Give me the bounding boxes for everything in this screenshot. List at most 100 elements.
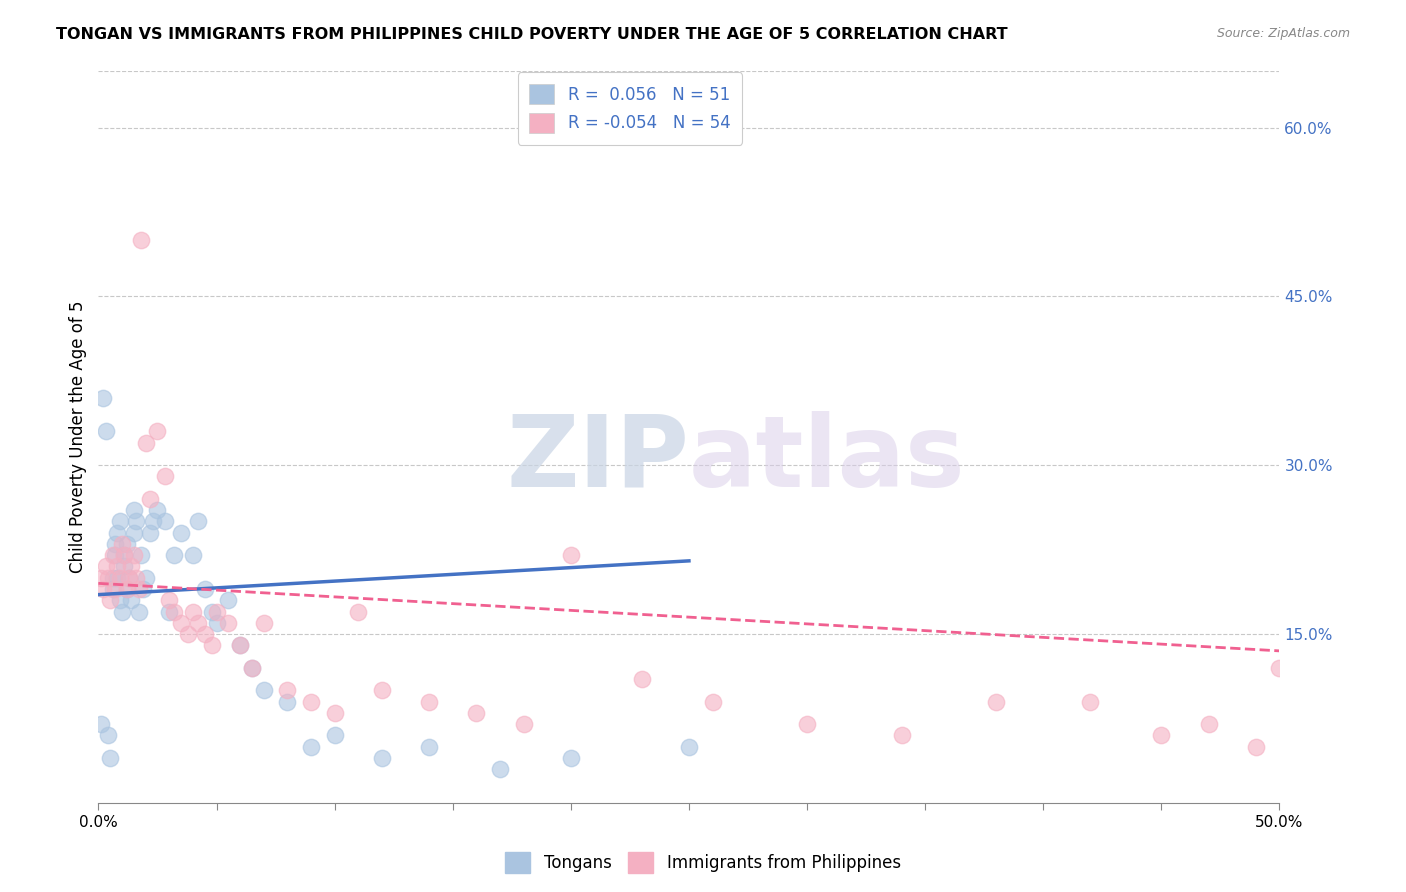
Point — [98, 751, 121, 765]
Point — [122, 548, 145, 562]
Text: Source: ZipAtlas.com: Source: ZipAtlas.com — [1216, 27, 1350, 40]
Point — [560, 751, 582, 765]
Point — [1150, 728, 1173, 742]
Point — [111, 605, 134, 619]
Point — [90, 571, 112, 585]
Point — [201, 638, 224, 652]
Point — [128, 605, 150, 619]
Point — [181, 548, 204, 562]
Point — [105, 525, 128, 540]
Point — [276, 694, 298, 708]
Point — [984, 694, 1007, 708]
Point — [253, 615, 276, 630]
Point — [217, 593, 239, 607]
Point — [630, 672, 652, 686]
Point — [91, 391, 114, 405]
Point — [115, 582, 138, 596]
Point — [299, 694, 322, 708]
Point — [796, 717, 818, 731]
Point — [323, 728, 346, 742]
Point — [115, 582, 138, 596]
Text: TONGAN VS IMMIGRANTS FROM PHILIPPINES CHILD POVERTY UNDER THE AGE OF 5 CORRELATI: TONGAN VS IMMIGRANTS FROM PHILIPPINES CH… — [56, 27, 1008, 42]
Point — [129, 548, 152, 562]
Point — [347, 605, 370, 619]
Point — [253, 683, 276, 698]
Point — [170, 525, 193, 540]
Point — [276, 683, 298, 698]
Point — [108, 515, 131, 529]
Point — [139, 491, 162, 506]
Point — [98, 593, 121, 607]
Point — [1244, 739, 1267, 754]
Point — [104, 582, 127, 596]
Point — [142, 515, 165, 529]
Point — [153, 469, 176, 483]
Point — [94, 425, 117, 439]
Point — [187, 515, 209, 529]
Point — [1268, 661, 1291, 675]
Text: ZIP: ZIP — [506, 410, 689, 508]
Point — [371, 683, 394, 698]
Point — [229, 638, 252, 652]
Point — [139, 525, 162, 540]
Point — [163, 605, 186, 619]
Point — [135, 435, 157, 450]
Point — [201, 605, 224, 619]
Point — [101, 548, 124, 562]
Point — [105, 559, 128, 574]
Point — [129, 233, 152, 247]
Point — [118, 571, 141, 585]
Point — [112, 548, 135, 562]
Point — [108, 571, 131, 585]
Point — [122, 503, 145, 517]
Point — [125, 515, 148, 529]
Point — [157, 605, 180, 619]
Point — [128, 582, 150, 596]
Point — [1198, 717, 1220, 731]
Point — [371, 751, 394, 765]
Point — [177, 627, 200, 641]
Point — [194, 582, 217, 596]
Point — [205, 615, 228, 630]
Point — [111, 537, 134, 551]
Point — [105, 571, 128, 585]
Point — [153, 515, 176, 529]
Point — [1080, 694, 1102, 708]
Y-axis label: Child Poverty Under the Age of 5: Child Poverty Under the Age of 5 — [69, 301, 87, 574]
Point — [132, 582, 155, 596]
Point — [229, 638, 252, 652]
Point — [240, 661, 263, 675]
Point — [94, 559, 117, 574]
Point — [121, 559, 143, 574]
Point — [890, 728, 912, 742]
Point — [560, 548, 582, 562]
Point — [90, 717, 112, 731]
Point — [125, 571, 148, 585]
Point — [299, 739, 322, 754]
Point — [205, 605, 228, 619]
Point — [157, 593, 180, 607]
Point — [108, 593, 131, 607]
Point — [146, 503, 169, 517]
Point — [418, 739, 440, 754]
Point — [512, 717, 534, 731]
Point — [702, 694, 724, 708]
Point — [163, 548, 186, 562]
Point — [146, 425, 169, 439]
Point — [678, 739, 700, 754]
Point — [104, 548, 127, 562]
Point — [97, 571, 120, 585]
Text: atlas: atlas — [689, 410, 966, 508]
Legend: R =  0.056   N = 51, R = -0.054   N = 54: R = 0.056 N = 51, R = -0.054 N = 54 — [517, 72, 742, 145]
Point — [181, 605, 204, 619]
Point — [121, 593, 143, 607]
Point — [122, 525, 145, 540]
Point — [323, 706, 346, 720]
Point — [101, 571, 124, 585]
Point — [170, 615, 193, 630]
Point — [135, 571, 157, 585]
Point — [112, 559, 135, 574]
Point — [97, 728, 120, 742]
Point — [104, 537, 127, 551]
Point — [187, 615, 209, 630]
